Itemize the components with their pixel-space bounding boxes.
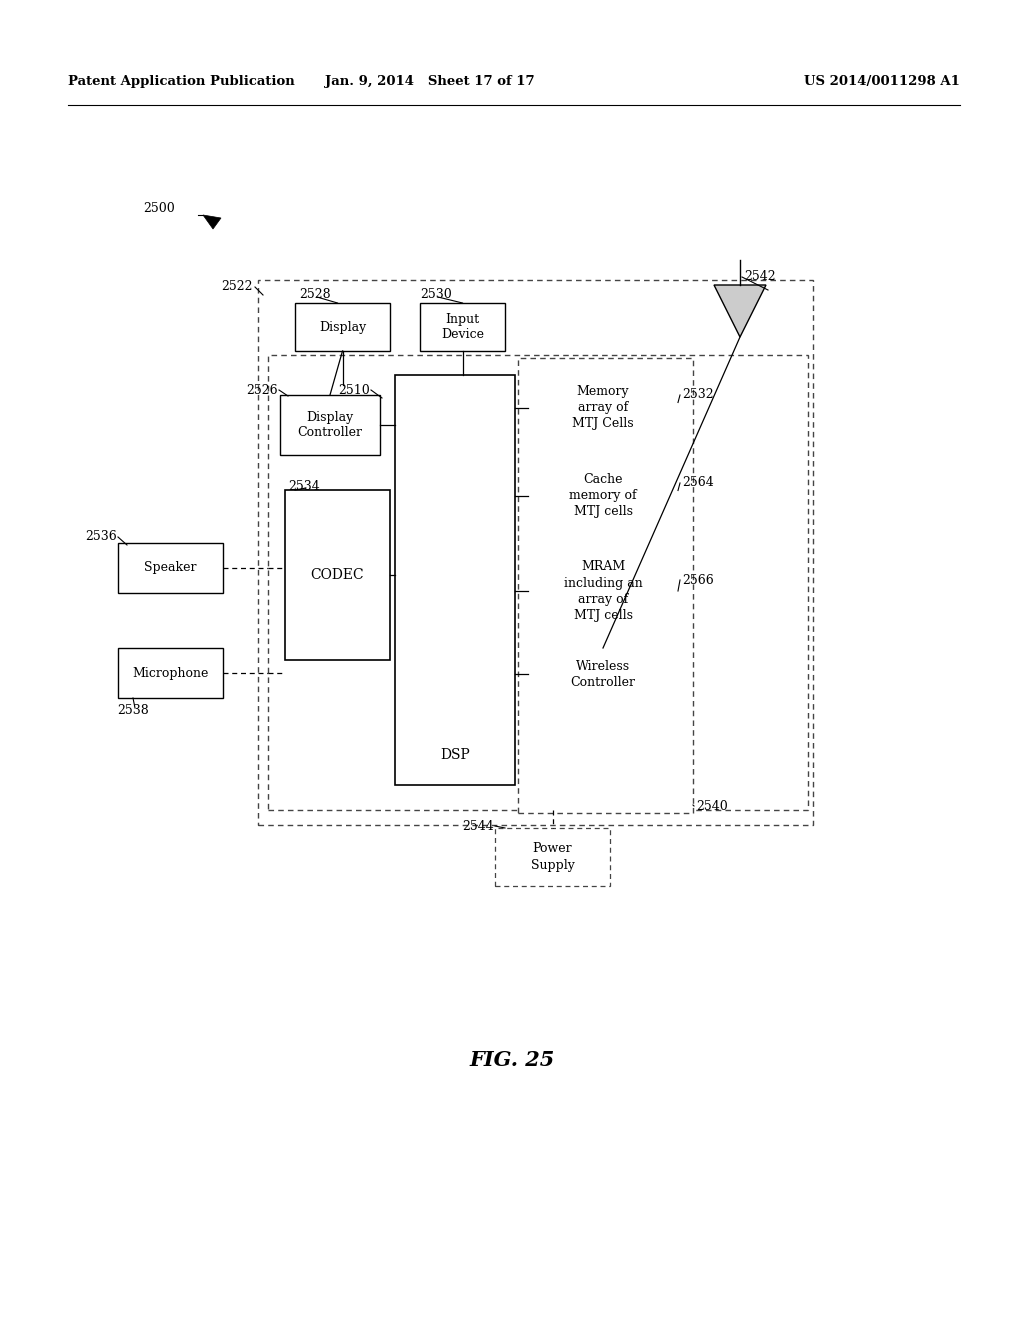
Bar — [528, 458, 678, 533]
Bar — [118, 543, 223, 593]
Text: 2500: 2500 — [143, 202, 175, 214]
Bar — [528, 648, 678, 700]
Bar — [258, 280, 813, 825]
Text: 2542: 2542 — [744, 271, 775, 284]
Bar — [518, 358, 693, 813]
Text: 2536: 2536 — [85, 531, 117, 544]
Text: Cache
memory of
MTJ cells: Cache memory of MTJ cells — [569, 473, 637, 517]
Text: 2566: 2566 — [682, 573, 714, 586]
Bar — [528, 546, 678, 636]
Text: 2530: 2530 — [420, 289, 452, 301]
Text: 2538: 2538 — [117, 704, 148, 717]
Text: 2564: 2564 — [682, 477, 714, 490]
Text: CODEC: CODEC — [310, 568, 364, 582]
Bar — [495, 828, 610, 886]
Polygon shape — [714, 285, 766, 337]
Text: FIG. 25: FIG. 25 — [469, 1049, 555, 1071]
Text: 2522: 2522 — [221, 281, 253, 293]
Text: 2544: 2544 — [462, 820, 494, 833]
Bar — [420, 304, 505, 351]
Bar — [268, 355, 808, 810]
Text: Power
Supply: Power Supply — [530, 842, 574, 871]
Text: Speaker: Speaker — [144, 561, 197, 574]
Text: Microphone: Microphone — [132, 667, 209, 680]
Text: Wireless
Controller: Wireless Controller — [570, 660, 636, 689]
Text: 2540: 2540 — [696, 800, 728, 813]
Text: 2534: 2534 — [288, 479, 319, 492]
Text: US 2014/0011298 A1: US 2014/0011298 A1 — [804, 75, 961, 88]
Text: Display
Controller: Display Controller — [298, 411, 362, 440]
Text: 2532: 2532 — [682, 388, 714, 401]
Bar — [118, 648, 223, 698]
Text: Display: Display — [318, 321, 367, 334]
Text: DSP: DSP — [440, 748, 470, 762]
Text: Input
Device: Input Device — [441, 313, 484, 342]
Text: 2528: 2528 — [299, 289, 331, 301]
Text: 2526: 2526 — [247, 384, 278, 396]
Text: Patent Application Publication: Patent Application Publication — [68, 75, 295, 88]
Bar — [395, 375, 515, 785]
Text: 2510: 2510 — [338, 384, 370, 396]
Text: Memory
array of
MTJ Cells: Memory array of MTJ Cells — [572, 385, 634, 430]
Bar — [528, 370, 678, 445]
Text: MRAM
including an
array of
MTJ cells: MRAM including an array of MTJ cells — [563, 561, 642, 622]
Text: Jan. 9, 2014   Sheet 17 of 17: Jan. 9, 2014 Sheet 17 of 17 — [326, 75, 535, 88]
Bar — [280, 395, 380, 455]
Bar — [295, 304, 390, 351]
Polygon shape — [203, 215, 221, 228]
Bar — [285, 490, 390, 660]
